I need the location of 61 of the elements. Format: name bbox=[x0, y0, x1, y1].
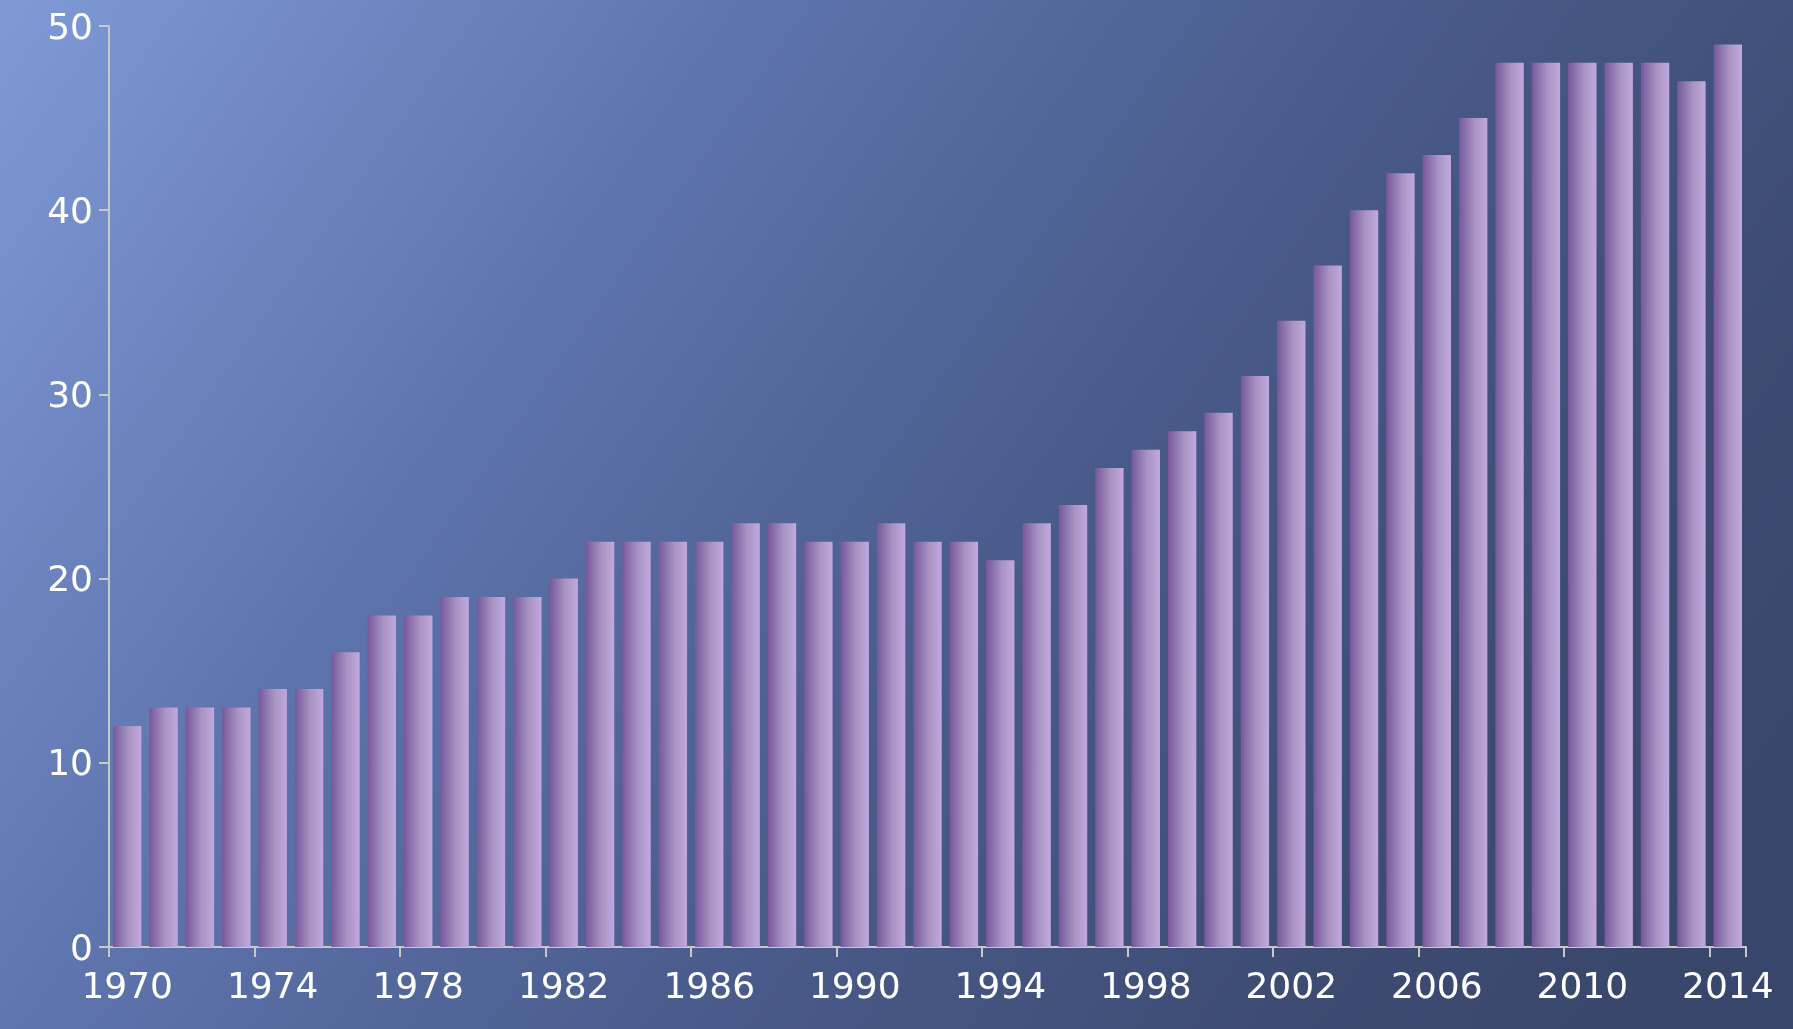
bar bbox=[804, 541, 833, 947]
bar bbox=[1640, 62, 1670, 947]
x-tick-label: 1978 bbox=[372, 964, 465, 1006]
bar bbox=[513, 597, 542, 947]
y-tick-label: 40 bbox=[47, 189, 93, 231]
x-tick-label: 1998 bbox=[1099, 964, 1192, 1006]
bar bbox=[367, 615, 397, 947]
x-tick-label: 1982 bbox=[517, 964, 610, 1006]
bar bbox=[404, 615, 433, 947]
y-tick-label: 30 bbox=[47, 373, 93, 415]
x-tick-label: 1994 bbox=[954, 964, 1047, 1006]
bar bbox=[149, 707, 178, 947]
bar bbox=[695, 541, 724, 947]
bar bbox=[949, 541, 979, 947]
bar bbox=[1095, 468, 1124, 947]
bar bbox=[1386, 173, 1415, 947]
bar bbox=[185, 707, 215, 947]
bar bbox=[767, 523, 797, 947]
bar bbox=[1240, 375, 1270, 947]
bar bbox=[1531, 62, 1561, 947]
bar bbox=[622, 541, 651, 947]
bar bbox=[331, 652, 360, 947]
bar bbox=[258, 689, 287, 947]
bar bbox=[1313, 265, 1342, 947]
y-tick-label: 20 bbox=[47, 558, 93, 600]
x-tick-label: 1974 bbox=[226, 964, 319, 1006]
bar bbox=[585, 541, 615, 947]
bar bbox=[1167, 431, 1197, 947]
bar bbox=[840, 541, 869, 947]
bar bbox=[986, 560, 1015, 947]
bar bbox=[1677, 81, 1706, 947]
bar bbox=[1568, 62, 1597, 947]
y-tick-label: 10 bbox=[47, 742, 93, 784]
bar bbox=[1604, 62, 1633, 947]
bar bbox=[476, 597, 506, 947]
bar bbox=[549, 578, 578, 947]
bar bbox=[1349, 210, 1379, 947]
bar bbox=[1022, 523, 1051, 947]
bar bbox=[294, 689, 324, 947]
bar bbox=[222, 707, 251, 947]
bar bbox=[440, 597, 469, 947]
x-tick-label: 2010 bbox=[1536, 964, 1629, 1006]
x-tick-label: 2006 bbox=[1390, 964, 1483, 1006]
y-tick-label: 50 bbox=[47, 5, 93, 47]
x-tick-label: 2002 bbox=[1245, 964, 1338, 1006]
bar bbox=[1422, 154, 1451, 947]
bar bbox=[1458, 118, 1488, 947]
bar bbox=[1495, 62, 1524, 947]
bar bbox=[658, 541, 688, 947]
bar bbox=[913, 541, 942, 947]
bar bbox=[876, 523, 906, 947]
bar bbox=[1204, 412, 1233, 947]
bar bbox=[1058, 504, 1088, 947]
x-tick-label: 1990 bbox=[808, 964, 901, 1006]
bar bbox=[113, 725, 142, 947]
bar bbox=[1713, 44, 1742, 947]
bar bbox=[1131, 449, 1160, 947]
x-tick-label: 2014 bbox=[1682, 964, 1774, 1006]
bar bbox=[1277, 320, 1306, 947]
bar bbox=[731, 523, 760, 947]
x-tick-label: 1986 bbox=[663, 964, 756, 1006]
